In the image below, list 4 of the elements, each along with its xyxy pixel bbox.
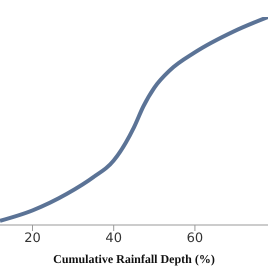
x-tick-label: 40 <box>105 231 122 246</box>
x-tick-label: 20 <box>24 231 41 246</box>
x-axis-title: Cumulative Rainfall Depth (%) <box>53 252 215 266</box>
x-tick-label: 60 <box>186 231 204 246</box>
